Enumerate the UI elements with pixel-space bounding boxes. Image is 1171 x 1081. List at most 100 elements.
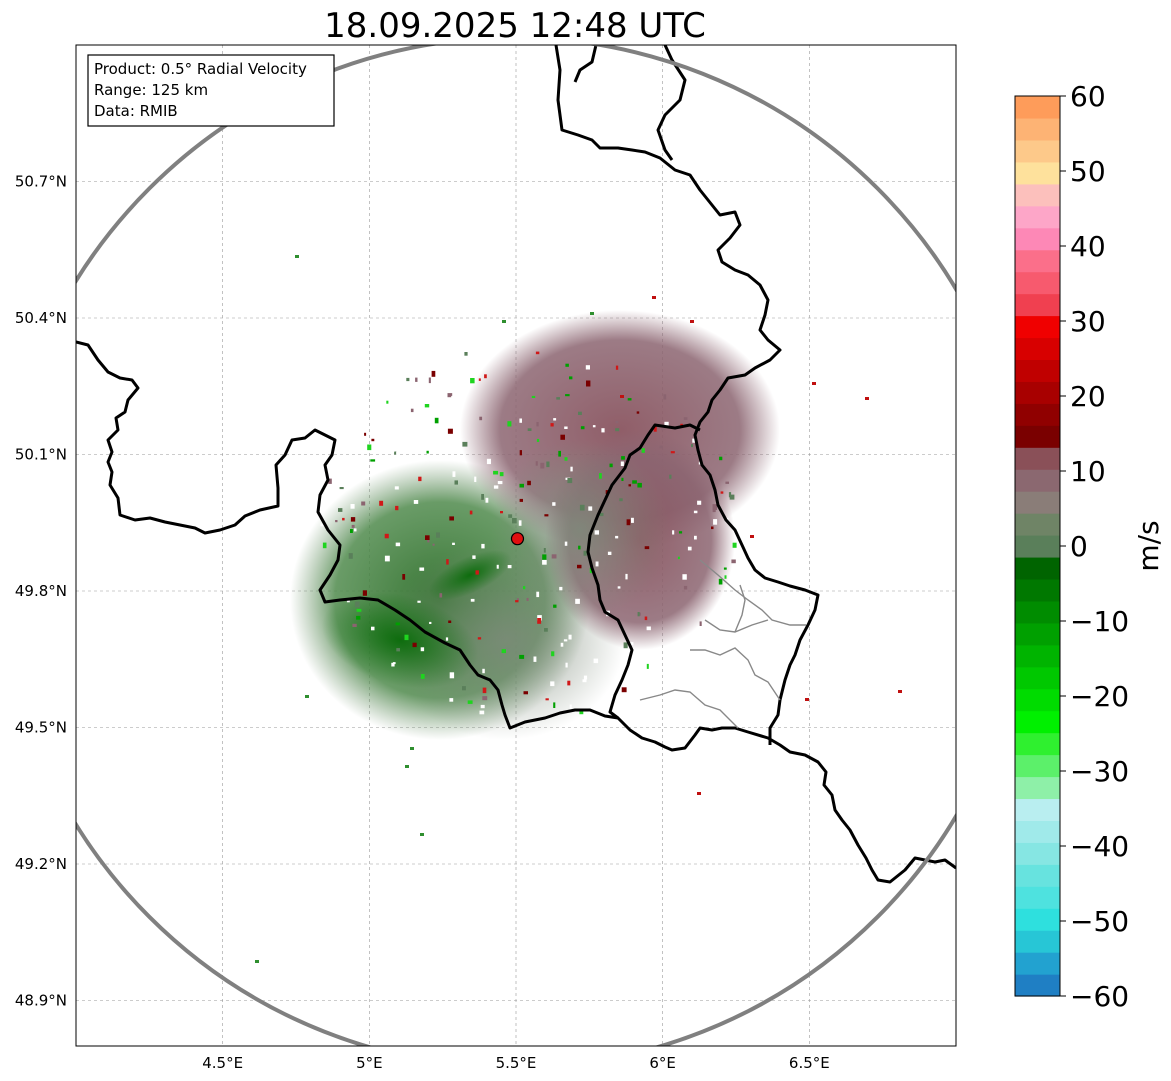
echo-speckle [579,504,585,511]
echo-speckle [663,394,667,400]
echo-speckle [402,574,406,580]
echo-speckle [449,672,455,679]
echo-speckle [578,545,581,550]
colorbar-label: m/s [1132,520,1165,571]
echo-speckle [427,539,430,543]
echo-speckle [474,476,477,482]
echo-stray-pixel [295,255,299,258]
echo-speckle [396,648,400,652]
colorbar-tick-label: −60 [1070,980,1129,1013]
echo-speckle [436,532,440,538]
echo-speckle [350,504,355,509]
echo-speckle [731,559,736,564]
echo-stray-pixel [690,320,694,323]
colorbar-segment [1015,425,1060,448]
echo-speckle [682,574,687,580]
echo-speckle [469,510,473,515]
echo-speckle [462,441,468,447]
echo-speckle [482,668,485,674]
echo-speckle [431,370,436,377]
echo-speckle [599,473,602,479]
echo-speckle [542,554,547,560]
colorbar-segment [1015,271,1060,295]
echo-speckle [567,680,571,686]
echo-speckle [569,704,572,710]
echo-speckle [533,656,537,662]
echo-speckle [578,411,582,415]
echo-speckle [544,514,549,517]
colorbar-segment [1015,622,1060,646]
echo-speckle [560,642,564,647]
echo-speckle [637,482,642,488]
echo-speckle [395,622,400,626]
echo-speckle [680,423,683,427]
echo-stray-pixel [255,960,259,963]
echo-speckle [565,394,570,397]
echo-speckle [607,551,612,555]
echo-speckle [508,514,513,518]
echo-speckle [621,456,625,460]
colorbar: 60 50 40 30 20 10 0 −10 −20 −30 −40 −50 −60 m/s [1014,80,1165,1013]
echo-speckle [417,600,421,603]
colorbar-segment [1015,974,1060,997]
echo-speckle [518,520,522,526]
echo-speckle [691,444,693,448]
echo-speckle [454,412,458,415]
echo-speckle [629,642,634,646]
colorbar-segment [1015,491,1060,514]
colorbar-segment [1015,688,1060,712]
colorbar-segment [1015,820,1060,843]
echo-speckle [536,591,540,598]
colorbar-tick-label: −30 [1070,755,1129,788]
echo-speckles [255,255,902,963]
echo-speckle [507,565,512,569]
echo-speckle [683,417,688,420]
echo-speckle [472,555,476,559]
colorbar-segment [1015,447,1060,470]
echo-speckle [446,559,449,565]
colorbar-segment [1015,513,1060,536]
echo-speckle [371,626,375,631]
echo-stray-pixel [652,296,656,299]
echo-stray-pixel [420,833,424,836]
echo-stray-pixel [805,698,809,701]
map-frame [75,44,957,1047]
echo-speckle [391,662,395,667]
echo-speckle [599,512,604,517]
echo-speckle [669,474,672,479]
chart-title: 18.09.2025 12:48 UTC [324,6,706,46]
echo-speckle [623,642,628,649]
echo-speckle [370,459,376,462]
echo-speckle [425,535,430,540]
echo-speckle [335,520,338,523]
echo-speckle [462,686,466,691]
echo-speckle [470,378,475,384]
colorbar-segment [1015,666,1060,690]
echo-speckle [479,710,485,715]
echo-speckle [582,679,587,683]
echo-speckle [636,411,640,414]
echo-speckle [732,542,737,548]
echo-stray-pixel [865,397,869,400]
echo-speckle [322,542,327,549]
echo-speckle [609,463,613,468]
echo-speckle [550,681,555,687]
echo-speckle [720,491,724,494]
echo-speckle [660,428,666,431]
echo-speckle [687,546,692,551]
echo-speckle [536,422,539,427]
echo-speckle [627,398,632,401]
echo-speckle [595,561,599,567]
colorbar-segment [1015,227,1060,251]
border-belgium-luxembourg [586,423,701,720]
echo-speckle [420,647,425,652]
echo-speckle [637,612,640,617]
echo-speckle [415,377,418,382]
echo-speckle [545,698,549,701]
echo-speckle [426,450,429,454]
velocity-echo-field [255,255,902,963]
echo-speckle [384,533,389,539]
echo-speckle [507,421,512,427]
radar-site-marker[interactable] [510,532,525,546]
